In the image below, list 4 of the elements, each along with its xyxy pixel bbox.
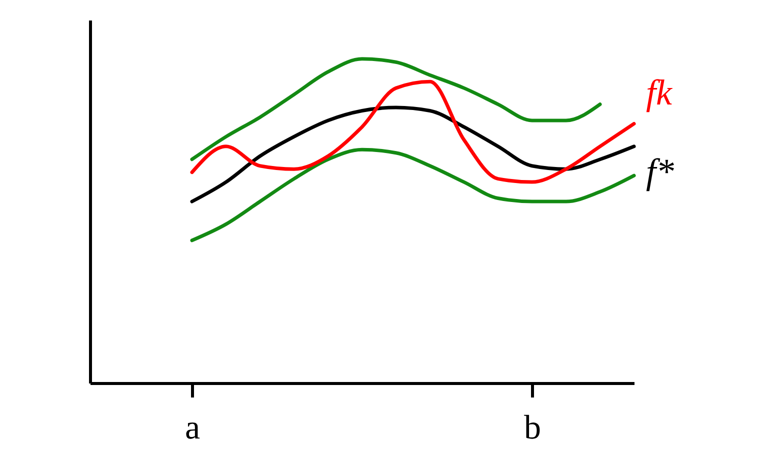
- x-tick-label: b: [524, 410, 541, 446]
- series-label: fk: [646, 72, 673, 113]
- x-tick-label: a: [184, 410, 200, 446]
- series-label: f*: [646, 151, 674, 192]
